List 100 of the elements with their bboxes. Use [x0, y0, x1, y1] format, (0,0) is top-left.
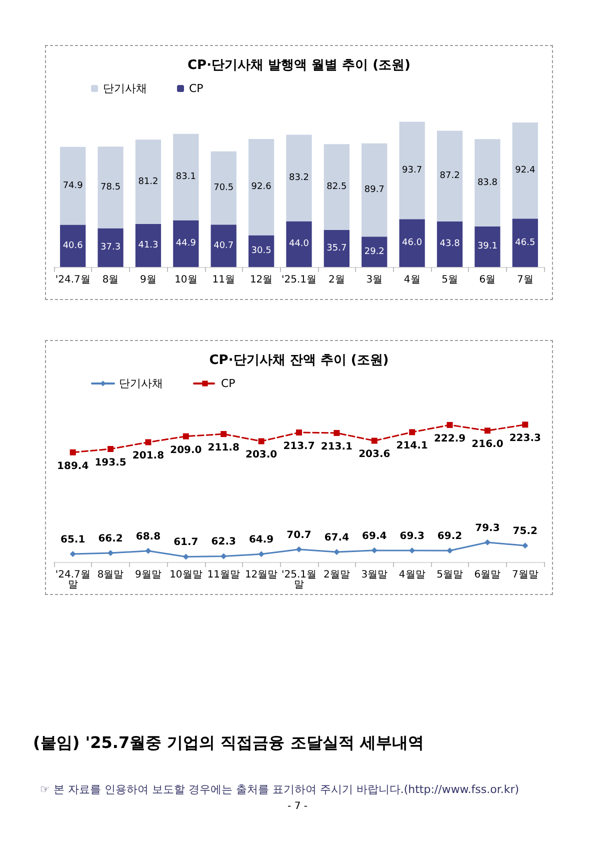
bar: [135, 224, 162, 267]
data-label: 89.7: [364, 184, 384, 195]
data-label: 74.9: [62, 180, 84, 191]
data-label: 46.0: [402, 238, 422, 248]
chart-title: CP·단기사채 발행액 월별 추이 (조원): [188, 58, 410, 73]
data-label: 203.6: [358, 449, 390, 460]
data-label: 44.0: [288, 239, 310, 250]
point: [70, 550, 76, 557]
data-label: 61.7: [174, 537, 198, 548]
x-tick-label: '25.1월: [281, 274, 317, 286]
bar: [399, 219, 425, 267]
data-label: 41.3: [138, 240, 158, 251]
data-label: 70.5: [214, 183, 234, 194]
point: [182, 554, 189, 560]
data-label: 68.8: [136, 531, 161, 542]
x-tick-label: 5월: [442, 274, 458, 286]
data-label: 92.6: [251, 182, 272, 192]
data-label: 82.5: [326, 182, 347, 192]
x-tick-label: 12월말: [244, 570, 278, 580]
bar: [248, 235, 274, 267]
bar: [173, 220, 199, 267]
data-label: 83.2: [288, 172, 310, 183]
data-label: 214.1: [396, 440, 428, 452]
x-tick-label: 6월말: [474, 570, 501, 580]
data-label: 69.3: [400, 531, 424, 542]
x-tick-label: 3월: [366, 274, 383, 286]
point: [484, 539, 490, 546]
bar: [98, 228, 124, 267]
bar: [474, 139, 500, 226]
bar: [98, 146, 124, 228]
data-label: 29.2: [364, 246, 384, 257]
bar: [399, 122, 425, 220]
x-tick-label: 2월: [328, 274, 345, 286]
bar: [286, 221, 312, 267]
point: [446, 548, 453, 554]
x-tick-label: '24.7월: [55, 274, 90, 286]
data-label: 93.7: [402, 165, 422, 176]
data-label: 222.9: [434, 433, 466, 444]
bar: [210, 224, 236, 267]
data-label: 35.7: [326, 243, 347, 254]
bar: [436, 130, 463, 222]
x-tick-label: 10월: [174, 274, 198, 286]
bar: [286, 134, 312, 222]
x-tick-label: 5월말: [436, 570, 463, 580]
point: [409, 429, 416, 436]
data-label: 193.5: [94, 458, 126, 469]
text: - 7 -: [286, 801, 308, 812]
text: ☞ 본 자료를 인용하여 보도할 경우에는 출처를 표기하여 주시기 바랍니다.(http://www.fss.or.kr): [40, 782, 520, 797]
point: [371, 547, 378, 554]
data-label: 79.3: [475, 522, 500, 534]
x-tick-label: 3월말: [361, 570, 388, 580]
data-label: 203.0: [245, 450, 278, 461]
data-label: 213.7: [283, 440, 315, 452]
bar: [60, 146, 86, 225]
data-label: 37.3: [100, 242, 121, 253]
legend-label: CP: [189, 82, 204, 95]
bar: [474, 226, 500, 267]
point: [334, 549, 340, 556]
data-label: 78.5: [100, 182, 121, 192]
data-label: 67.4: [324, 532, 350, 544]
x-tick-label: 8월말: [97, 570, 124, 580]
x-tick-label: 9월: [140, 274, 156, 286]
point: [371, 438, 378, 444]
point: [70, 449, 76, 456]
x-tick-label: 7월: [516, 274, 534, 286]
data-label: 69.2: [437, 531, 462, 542]
data-label: 216.0: [472, 439, 504, 450]
x-tick-label: 9월말: [135, 570, 162, 580]
data-label: 213.1: [320, 441, 353, 452]
x-tick-label: 4월말: [398, 570, 426, 580]
data-label: 30.5: [251, 246, 272, 256]
bar: [436, 221, 463, 267]
data-label: 44.9: [176, 238, 196, 249]
bar: [210, 151, 236, 225]
bar: [173, 134, 199, 220]
x-tick-label: '25.1월말: [281, 570, 317, 590]
point: [334, 430, 340, 436]
x-tick-label: 8월: [102, 274, 119, 286]
point: [220, 431, 227, 438]
x-tick-label: 10월말: [170, 570, 202, 580]
legend-label: 단기사채: [103, 82, 147, 95]
point: [522, 542, 528, 549]
data-label: 87.2: [440, 171, 460, 182]
bar: [60, 224, 86, 267]
x-tick-label: 11월: [212, 274, 235, 286]
point: [145, 548, 152, 554]
chart-title: CP·단기사채 잔액 추이 (조원): [209, 353, 389, 368]
point: [145, 439, 152, 446]
x-tick-label: '24.7월말: [55, 570, 90, 590]
legend-label: CP: [221, 377, 236, 390]
point: [182, 433, 189, 440]
x-tick-label: 11월말: [207, 570, 240, 580]
bar: [324, 230, 350, 267]
data-label: 70.7: [286, 530, 312, 541]
x-tick-label: 2월말: [324, 570, 350, 580]
data-label: 40.7: [214, 240, 234, 251]
point: [484, 428, 490, 434]
data-label: 46.5: [515, 238, 536, 248]
data-label: 83.8: [477, 178, 498, 188]
x-tick-label: 7월말: [512, 570, 538, 580]
